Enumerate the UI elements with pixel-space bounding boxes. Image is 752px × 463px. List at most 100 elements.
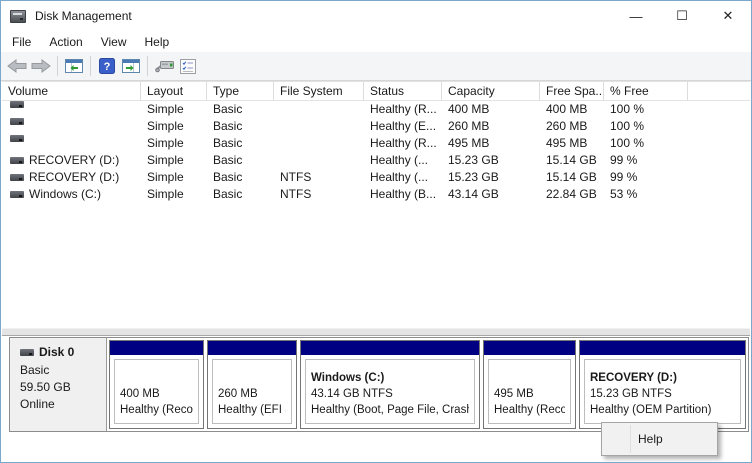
toolbar-separator — [147, 56, 148, 76]
console-tree-icon — [65, 59, 83, 73]
back-button[interactable] — [5, 54, 29, 78]
minimize-button[interactable]: — — [629, 8, 643, 24]
partitions-area: 400 MB Healthy (Recove 260 MB Healthy (E… — [107, 338, 748, 431]
partition-recovery-495mb[interactable]: 495 MB Healthy (Recover — [483, 340, 576, 429]
partition-name: Windows (C:) — [311, 372, 385, 384]
cell-status: Healthy (... — [370, 153, 429, 167]
forward-arrow-icon — [31, 59, 51, 73]
column-header-capacity[interactable]: Capacity — [442, 82, 540, 100]
column-header-type[interactable]: Type — [207, 82, 274, 100]
toolbar-separator — [57, 56, 58, 76]
partition-color-bar — [208, 341, 296, 355]
cell-file-system — [274, 101, 364, 118]
disk-0-panel[interactable]: Disk 0 Basic 59.50 GB Online — [10, 338, 107, 431]
partition-status: Healthy (OEM Partition) — [590, 404, 712, 416]
volume-icon — [10, 174, 24, 181]
disk-status: Online — [20, 397, 55, 411]
partition-recovery-d[interactable]: RECOVERY (D:) 15.23 GB NTFS Healthy (OEM… — [579, 340, 746, 429]
column-header-free-space[interactable]: Free Spa... — [540, 82, 604, 100]
cell-pct-free: 100 % — [610, 136, 645, 150]
column-header-layout[interactable]: Layout — [141, 82, 207, 100]
cell-free-space: 260 MB — [546, 119, 588, 133]
cell-pct-free: 100 % — [610, 102, 645, 116]
toolbar: ? — [1, 52, 751, 81]
forward-button[interactable] — [29, 54, 53, 78]
menu-file[interactable]: File — [12, 34, 32, 49]
partition-windows-c[interactable]: Windows (C:) 43.14 GB NTFS Healthy (Boot… — [300, 340, 480, 429]
volume-name: RECOVERY (D:) — [29, 153, 120, 167]
partition-size: 43.14 GB NTFS — [311, 388, 393, 400]
cell-free-space: 495 MB — [546, 136, 588, 150]
cell-free-space: 15.14 GB — [546, 153, 597, 167]
partition-recovery-400mb[interactable]: 400 MB Healthy (Recove — [109, 340, 204, 429]
action-pane-toggle-button[interactable] — [119, 54, 143, 78]
cell-pct-free: 99 % — [610, 170, 638, 184]
volume-row[interactable]: Simple Basic Healthy (R... 400 MB 400 MB… — [2, 101, 750, 118]
close-button[interactable]: ✕ — [722, 8, 734, 23]
cell-free-space: 15.14 GB — [546, 170, 597, 184]
cell-layout: Simple — [147, 187, 184, 201]
maximize-button[interactable]: ☐ — [676, 8, 688, 23]
column-header-pct-free[interactable]: % Free — [604, 82, 688, 100]
cell-layout: Simple — [147, 136, 184, 150]
cell-type: Basic — [213, 119, 243, 133]
help-button[interactable]: ? — [95, 54, 119, 78]
task-list-icon — [180, 58, 196, 74]
partition-status: Healthy (EFI Sy — [218, 404, 286, 416]
cell-capacity: 495 MB — [448, 136, 490, 150]
volume-name: Windows (C:) — [29, 187, 102, 201]
context-menu: Help — [601, 422, 718, 456]
cell-status: Healthy (R... — [370, 102, 437, 116]
partition-efi-260mb[interactable]: 260 MB Healthy (EFI Sy — [207, 340, 297, 429]
column-header-file-system[interactable]: File System — [274, 82, 364, 100]
menu-action[interactable]: Action — [49, 34, 83, 49]
partition-status: Healthy (Boot, Page File, Crash — [311, 404, 469, 416]
cell-file-system — [274, 135, 364, 152]
column-header-status[interactable]: Status — [364, 82, 442, 100]
partition-status: Healthy (Recove — [120, 404, 193, 416]
cell-layout: Simple — [147, 119, 184, 133]
back-arrow-icon — [7, 59, 27, 73]
cell-file-system: NTFS — [280, 187, 312, 201]
device-properties-button[interactable] — [152, 54, 176, 78]
volume-row[interactable]: Windows (C:) Simple Basic NTFS Healthy (… — [2, 186, 750, 203]
help-icon: ? — [99, 58, 115, 74]
volume-icon — [10, 157, 24, 164]
device-icon — [154, 59, 174, 74]
toolbar-separator — [90, 56, 91, 76]
cell-status: Healthy (R... — [370, 136, 437, 150]
pane-splitter[interactable] — [2, 328, 750, 336]
cell-free-space: 22.84 GB — [546, 187, 597, 201]
disk-name: Disk 0 — [39, 345, 75, 359]
volume-row[interactable]: Simple Basic Healthy (R... 495 MB 495 MB… — [2, 135, 750, 152]
cell-pct-free: 99 % — [610, 153, 638, 167]
context-menu-help-item[interactable]: Help — [638, 432, 663, 446]
menu-view[interactable]: View — [100, 34, 127, 49]
volume-icon — [10, 191, 24, 198]
cell-status: Healthy (E... — [370, 119, 437, 133]
task-list-button[interactable] — [176, 54, 200, 78]
column-header-volume[interactable]: Volume — [2, 82, 141, 100]
volume-list-header: Volume Layout Type File System Status Ca… — [2, 81, 750, 101]
disk-0-strip: Disk 0 Basic 59.50 GB Online 400 MB Heal… — [9, 337, 749, 432]
partition-size: 260 MB — [218, 388, 258, 400]
menu-bar: File Action View Help — [1, 31, 751, 52]
cell-type: Basic — [213, 136, 243, 150]
menu-help[interactable]: Help — [144, 34, 170, 49]
volume-list: Volume Layout Type File System Status Ca… — [2, 81, 750, 328]
console-tree-toggle-button[interactable] — [62, 54, 86, 78]
partition-color-bar — [301, 341, 479, 355]
cell-capacity: 15.23 GB — [448, 153, 499, 167]
volume-row[interactable]: RECOVERY (D:) Simple Basic Healthy (... … — [2, 152, 750, 169]
cell-capacity: 400 MB — [448, 102, 490, 116]
cell-type: Basic — [213, 153, 243, 167]
cell-free-space: 400 MB — [546, 102, 588, 116]
cell-file-system — [274, 118, 364, 135]
volume-row[interactable]: RECOVERY (D:) Simple Basic NTFS Healthy … — [2, 169, 750, 186]
cell-type: Basic — [213, 187, 243, 201]
volume-name: RECOVERY (D:) — [29, 170, 120, 184]
cell-type: Basic — [213, 170, 243, 184]
partition-size: 15.23 GB NTFS — [590, 388, 672, 400]
volume-row[interactable]: Simple Basic Healthy (E... 260 MB 260 MB… — [2, 118, 750, 135]
